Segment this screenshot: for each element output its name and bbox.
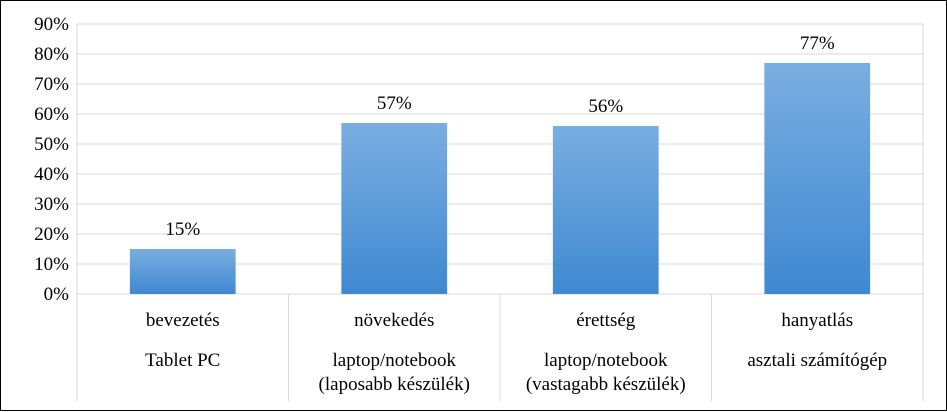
y-tick-label: 40%	[34, 164, 69, 185]
y-axis-ticks: 0% 10% 20% 30% 40% 50% 60% 70% 80% 90%	[34, 14, 69, 305]
data-label: 56%	[588, 96, 623, 117]
category-device-label: laptop/notebook	[544, 350, 668, 371]
bar	[552, 126, 659, 294]
category-stage-label: érettség	[576, 310, 636, 331]
bar	[129, 249, 236, 294]
y-tick-label: 90%	[34, 14, 69, 35]
y-tick-label: 10%	[34, 254, 69, 275]
y-tick-label: 50%	[34, 134, 69, 155]
data-label: 15%	[165, 219, 200, 240]
data-labels: 15% 57% 56% 77%	[165, 33, 835, 240]
category-device-label: (vastagabb készülék)	[526, 374, 686, 395]
category-labels: bevezetés Tablet PC növekedés laptop/notebo…	[145, 310, 887, 395]
bar	[341, 123, 448, 294]
category-device-label: laptop/notebook	[333, 350, 457, 371]
category-device-label: asztali számítógép	[747, 350, 887, 371]
data-label: 57%	[377, 93, 412, 114]
y-tick-label: 30%	[34, 194, 69, 215]
category-device-label: (laposabb készülék)	[319, 374, 470, 395]
gridlines	[76, 23, 924, 401]
category-stage-label: hanyatlás	[781, 310, 853, 331]
category-stage-label: bevezetés	[146, 310, 220, 331]
y-tick-label: 0%	[44, 284, 70, 305]
data-label: 77%	[800, 33, 835, 54]
y-tick-label: 70%	[34, 74, 69, 95]
y-tick-label: 20%	[34, 224, 69, 245]
bar	[764, 63, 871, 294]
y-tick-label: 60%	[34, 104, 69, 125]
category-stage-label: növekedés	[354, 310, 434, 331]
bars	[129, 63, 871, 294]
category-device-label: Tablet PC	[145, 350, 220, 371]
y-tick-label: 80%	[34, 44, 69, 65]
